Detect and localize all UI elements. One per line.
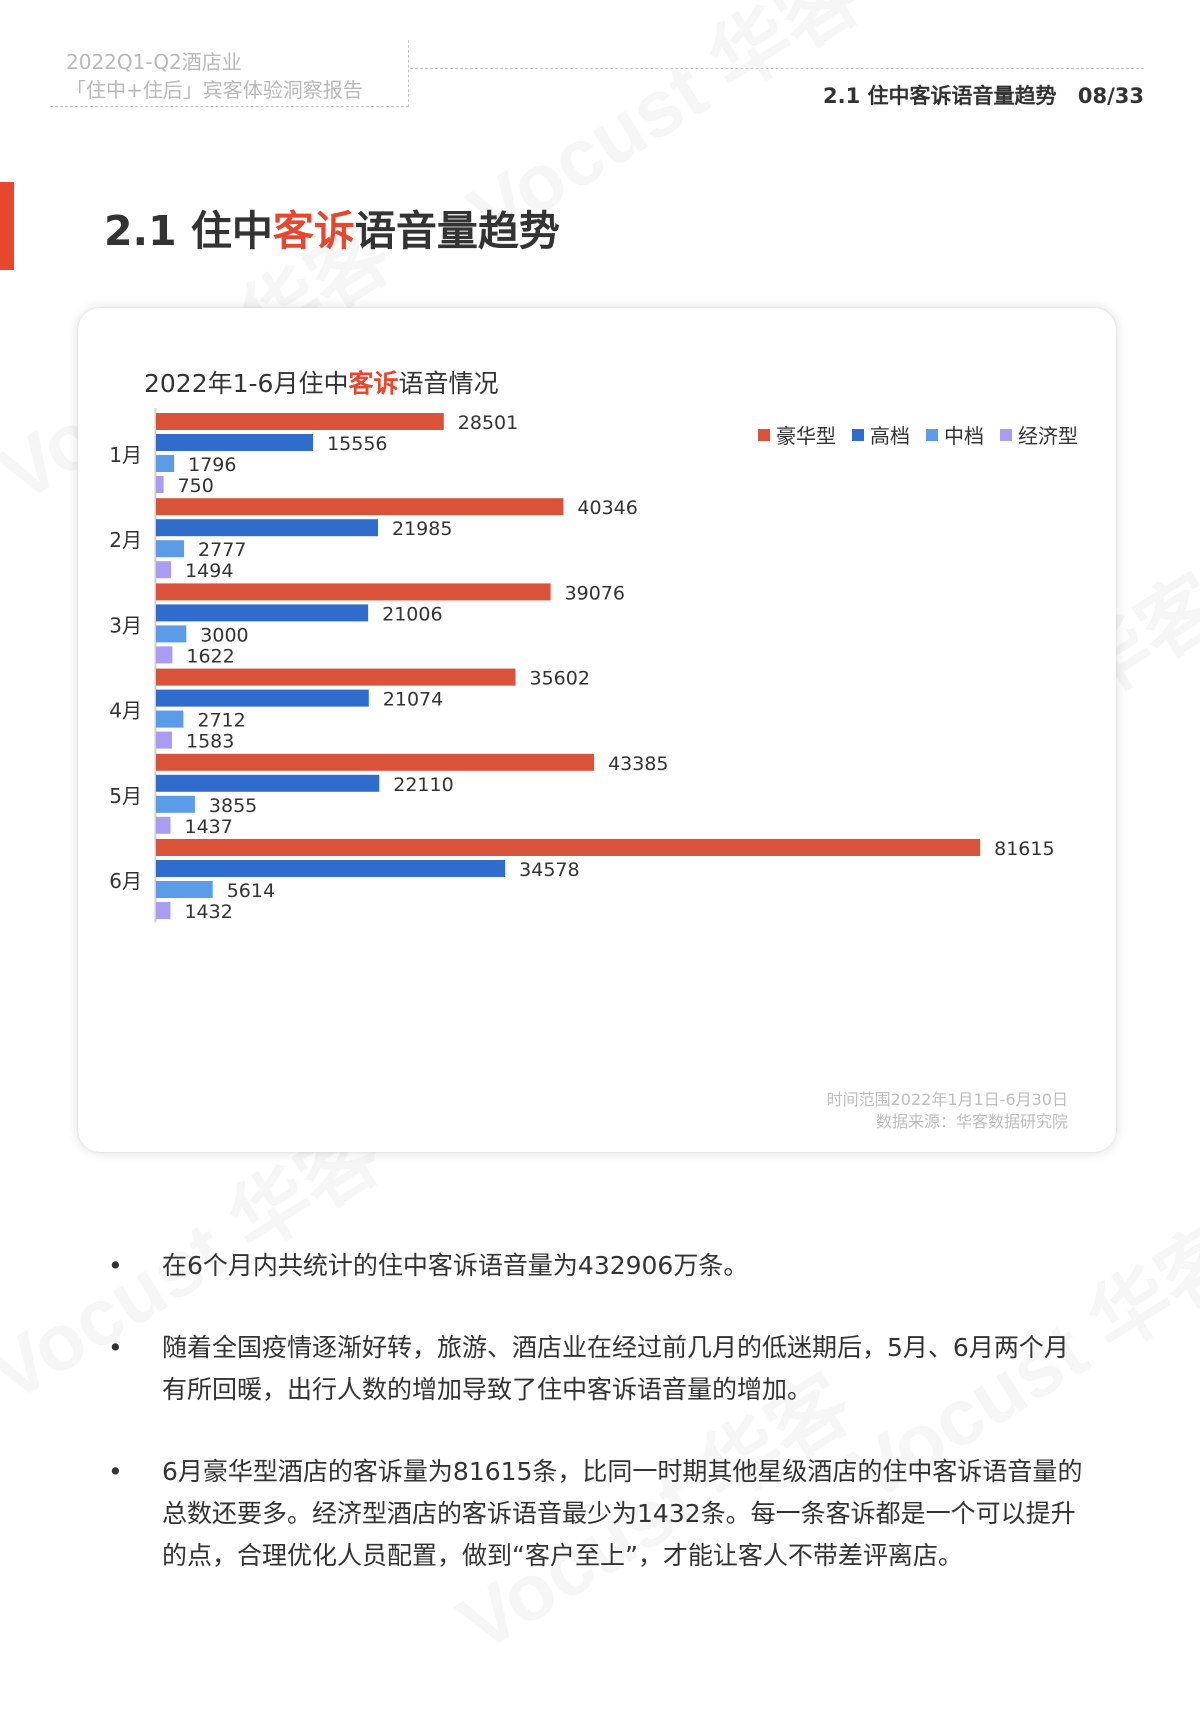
report-title-line-1: 2022Q1-Q2酒店业 — [66, 50, 242, 74]
header-divider — [410, 68, 1144, 69]
legend-swatch — [926, 428, 938, 441]
chart-title-highlight: 客诉 — [348, 369, 399, 398]
bar-value-label: 22110 — [393, 774, 453, 796]
bullet-text: 随着全国疫情逐渐好转，旅游、酒店业在经过前几月的低迷期后，5月、6月两个月有所回… — [162, 1333, 1069, 1404]
bar-value-label: 2712 — [197, 710, 245, 732]
bar-value-label: 1494 — [185, 560, 233, 582]
section-heading-pre: 2.1 住中 — [104, 207, 273, 255]
bullet-item: • 随着全国疫情逐渐好转，旅游、酒店业在经过前几月的低迷期后，5月、6月两个月有所… — [100, 1327, 1090, 1411]
bar — [156, 625, 187, 643]
bar — [156, 860, 506, 877]
bullet-dot-icon: • — [108, 1251, 123, 1280]
bar-value-label: 3855 — [209, 795, 257, 817]
bar — [156, 561, 172, 579]
bar-value-label: 1796 — [188, 454, 236, 476]
chart-time-range-note: 时间范围2022年1月1日-6月30日 — [826, 1090, 1068, 1109]
legend-label: 高档 — [870, 424, 910, 448]
bar — [156, 753, 595, 771]
bar-value-label: 43385 — [608, 753, 668, 775]
legend-swatch — [852, 428, 864, 441]
bullet-item: • 6月豪华型酒店的客诉量为81615条，比同一时期其他星级酒店的住中客诉语音量的… — [100, 1451, 1090, 1577]
bar-value-label: 21074 — [383, 689, 443, 711]
bullet-item: • 在6个月内共统计的住中客诉语音量为432906万条。 — [100, 1245, 1090, 1287]
bar-value-label: 28501 — [458, 412, 518, 434]
bar — [156, 689, 369, 707]
bar-value-label: 1622 — [186, 645, 234, 667]
bar-value-label: 81615 — [994, 838, 1054, 860]
legend-label: 中档 — [944, 424, 984, 448]
legend-swatch — [758, 428, 770, 441]
legend-item: 豪华型 — [758, 420, 836, 449]
legend-label: 经济型 — [1018, 424, 1078, 448]
section-reference: 2.1 住中客诉语音量趋势 — [823, 84, 1057, 108]
bar-value-label: 2777 — [198, 539, 246, 561]
bar-value-label: 1437 — [185, 816, 233, 838]
bullet-text: 6月豪华型酒店的客诉量为81615条，比同一时期其他星级酒店的住中客诉语音量的总… — [162, 1457, 1083, 1570]
category-label: 1月 — [109, 443, 142, 467]
bar — [156, 731, 172, 749]
bar — [156, 881, 213, 898]
bar — [156, 519, 378, 537]
legend-swatch — [1000, 428, 1012, 441]
chart-source-note: 数据来源：华客数据研究院 — [875, 1112, 1068, 1131]
bar-value-label: 1432 — [184, 901, 232, 923]
bar — [156, 902, 171, 919]
category-label: 5月 — [109, 784, 142, 808]
bar — [156, 583, 551, 601]
report-title: 2022Q1-Q2酒店业 「住中+住后」宾客体验洞察报告 — [50, 40, 409, 107]
section-accent-bar — [0, 182, 14, 270]
page-indicator: 2.1 住中客诉语音量趋势 08/33 — [823, 80, 1144, 110]
bar-value-label: 35602 — [529, 668, 589, 690]
section-heading-highlight: 客诉 — [272, 207, 355, 255]
section-heading-post: 语音量趋势 — [354, 207, 560, 255]
bar-value-label: 1583 — [186, 731, 234, 753]
bar-value-label: 39076 — [565, 582, 625, 604]
bar — [156, 476, 164, 493]
bullet-dot-icon: • — [108, 1333, 123, 1362]
bar — [156, 434, 314, 451]
category-label: 3月 — [109, 613, 142, 637]
bar-value-label: 21006 — [382, 603, 442, 625]
bar-value-label: 40346 — [577, 497, 637, 519]
bullet-text: 在6个月内共统计的住中客诉语音量为432906万条。 — [162, 1251, 749, 1280]
bar-value-label: 34578 — [519, 859, 579, 881]
legend-item: 经济型 — [1000, 420, 1078, 449]
legend-item: 高档 — [852, 420, 910, 449]
section-heading: 2.1 住中客诉语音量趋势 — [104, 197, 560, 257]
legend-label: 豪华型 — [776, 424, 836, 448]
chart-legend: 豪华型 高档 中档 经济型 — [758, 420, 1078, 449]
bar-value-label: 21985 — [392, 518, 452, 540]
bar — [156, 455, 175, 472]
bar-value-label: 15556 — [327, 433, 387, 455]
page-number: 08/33 — [1077, 84, 1144, 108]
bar-value-label: 750 — [178, 475, 214, 497]
category-label: 6月 — [109, 869, 142, 893]
legend-item: 中档 — [926, 420, 984, 449]
bar — [156, 540, 185, 558]
bar-value-label: 3000 — [200, 624, 248, 646]
bar — [156, 774, 380, 792]
bar — [156, 839, 981, 856]
bar — [156, 668, 516, 686]
bar — [156, 710, 184, 728]
category-label: 2月 — [109, 528, 142, 552]
bar-value-label: 5614 — [227, 880, 275, 902]
bullet-dot-icon: • — [108, 1457, 123, 1486]
bar — [156, 498, 564, 516]
report-title-line-2: 「住中+住后」宾客体验洞察报告 — [66, 78, 363, 102]
chart-title: 2022年1-6月住中客诉语音情况 — [144, 364, 499, 400]
bar — [156, 816, 171, 834]
category-label: 4月 — [109, 699, 142, 723]
bar — [156, 413, 444, 430]
bar — [156, 646, 173, 664]
bar — [156, 604, 369, 622]
bullet-list: • 在6个月内共统计的住中客诉语音量为432906万条。 • 随着全国疫情逐渐好转，旅… — [100, 1245, 1090, 1617]
chart-card: 2022年1-6月住中客诉语音情况 豪华型 高档 中档 经济型 1月 28501 1555… — [78, 308, 1116, 1152]
chart-title-post: 语音情况 — [398, 369, 499, 398]
bar — [156, 795, 195, 813]
chart-title-pre: 2022年1-6月住中 — [144, 369, 349, 398]
